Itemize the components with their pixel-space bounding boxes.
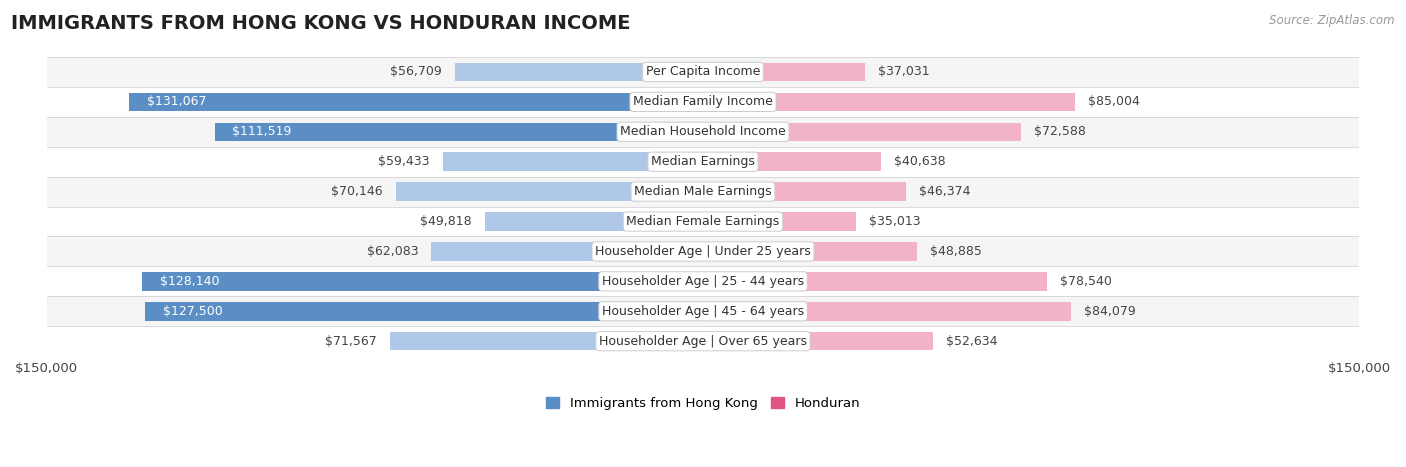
Bar xyxy=(703,272,1046,290)
Text: Householder Age | 45 - 64 years: Householder Age | 45 - 64 years xyxy=(602,305,804,318)
Bar xyxy=(703,63,865,81)
Text: $35,013: $35,013 xyxy=(869,215,921,228)
Text: Median Female Earnings: Median Female Earnings xyxy=(627,215,779,228)
Text: $72,588: $72,588 xyxy=(1033,125,1085,138)
Bar xyxy=(432,242,703,261)
Bar xyxy=(703,242,917,261)
Bar xyxy=(142,272,703,290)
Text: $131,067: $131,067 xyxy=(146,95,207,108)
Text: $62,083: $62,083 xyxy=(367,245,418,258)
Bar xyxy=(46,206,1360,236)
Text: $71,567: $71,567 xyxy=(325,335,377,348)
Text: $70,146: $70,146 xyxy=(332,185,382,198)
Text: Median Family Income: Median Family Income xyxy=(633,95,773,108)
Legend: Immigrants from Hong Kong, Honduran: Immigrants from Hong Kong, Honduran xyxy=(541,392,865,415)
Bar xyxy=(215,122,703,141)
Bar xyxy=(703,92,1076,111)
Bar xyxy=(46,87,1360,117)
Text: $56,709: $56,709 xyxy=(389,65,441,78)
Text: $49,818: $49,818 xyxy=(420,215,472,228)
Bar xyxy=(46,177,1360,206)
Text: $78,540: $78,540 xyxy=(1060,275,1112,288)
Bar xyxy=(46,297,1360,326)
Bar xyxy=(396,182,703,201)
Text: $84,079: $84,079 xyxy=(1084,305,1136,318)
Bar xyxy=(46,117,1360,147)
Text: Median Earnings: Median Earnings xyxy=(651,155,755,168)
Bar xyxy=(46,236,1360,266)
Bar xyxy=(703,122,1021,141)
Text: Median Household Income: Median Household Income xyxy=(620,125,786,138)
Bar xyxy=(46,57,1360,87)
Text: $127,500: $127,500 xyxy=(163,305,222,318)
Bar xyxy=(46,147,1360,177)
Bar xyxy=(703,152,880,171)
Text: $111,519: $111,519 xyxy=(232,125,292,138)
Text: $128,140: $128,140 xyxy=(160,275,219,288)
Bar xyxy=(703,332,934,350)
Bar xyxy=(443,152,703,171)
Text: Householder Age | 25 - 44 years: Householder Age | 25 - 44 years xyxy=(602,275,804,288)
Bar xyxy=(145,302,703,320)
Text: Householder Age | Over 65 years: Householder Age | Over 65 years xyxy=(599,335,807,348)
Bar xyxy=(46,266,1360,297)
Bar xyxy=(389,332,703,350)
Text: Per Capita Income: Per Capita Income xyxy=(645,65,761,78)
Text: Source: ZipAtlas.com: Source: ZipAtlas.com xyxy=(1270,14,1395,27)
Bar xyxy=(454,63,703,81)
Text: $59,433: $59,433 xyxy=(378,155,430,168)
Bar xyxy=(703,182,905,201)
Text: Householder Age | Under 25 years: Householder Age | Under 25 years xyxy=(595,245,811,258)
Text: $85,004: $85,004 xyxy=(1088,95,1140,108)
Bar xyxy=(703,212,856,231)
Text: $37,031: $37,031 xyxy=(879,65,929,78)
Text: $46,374: $46,374 xyxy=(920,185,970,198)
Bar xyxy=(703,302,1071,320)
Text: IMMIGRANTS FROM HONG KONG VS HONDURAN INCOME: IMMIGRANTS FROM HONG KONG VS HONDURAN IN… xyxy=(11,14,631,33)
Bar xyxy=(129,92,703,111)
Text: $40,638: $40,638 xyxy=(894,155,946,168)
Text: $52,634: $52,634 xyxy=(946,335,998,348)
Bar xyxy=(485,212,703,231)
Text: Median Male Earnings: Median Male Earnings xyxy=(634,185,772,198)
Bar xyxy=(46,326,1360,356)
Text: $48,885: $48,885 xyxy=(929,245,981,258)
